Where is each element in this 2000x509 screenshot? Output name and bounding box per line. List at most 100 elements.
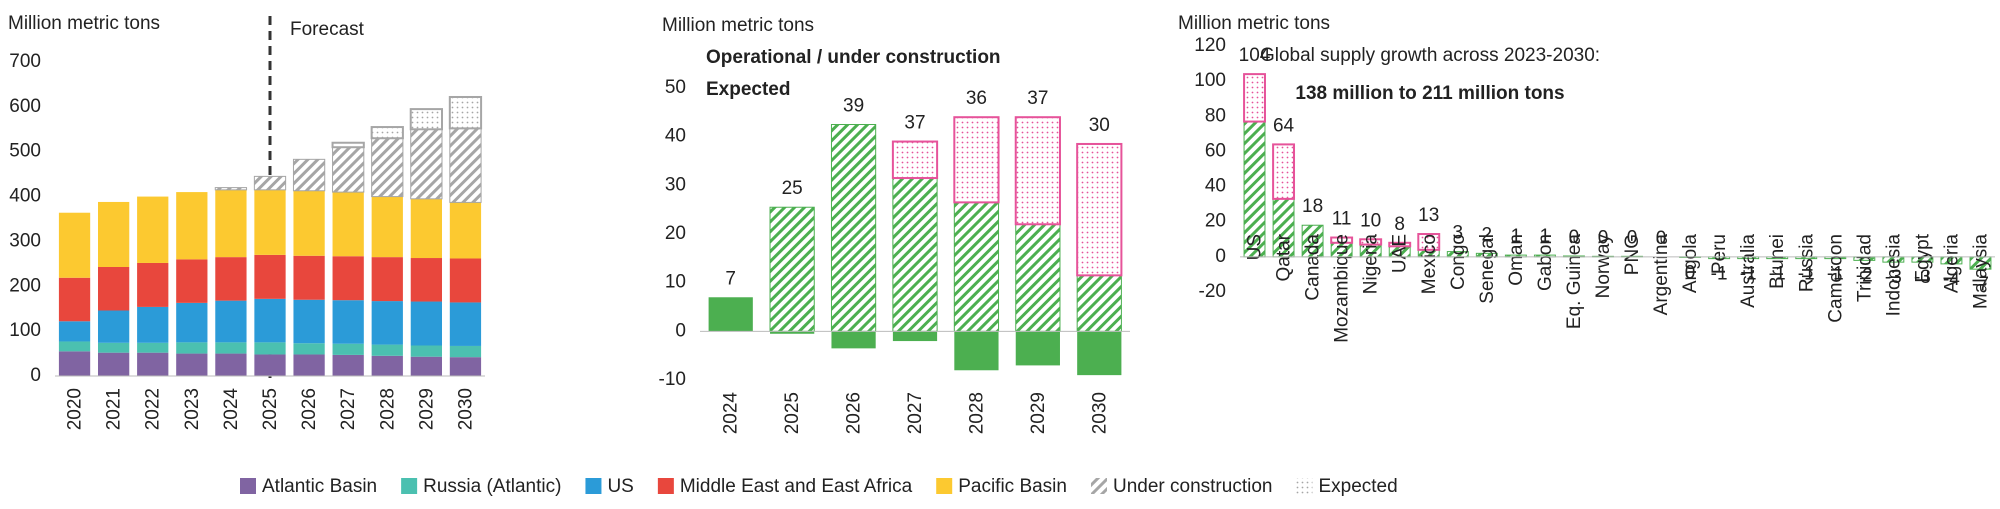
y-tick-label: 500 — [9, 141, 41, 162]
y-axis-label: Million metric tons — [8, 13, 160, 34]
bar — [254, 254, 286, 299]
y-tick-label: 20 — [665, 223, 686, 244]
bar — [410, 198, 442, 259]
x-tick-label: 2027 — [338, 388, 359, 430]
legend-label: Atlantic Basin — [262, 476, 377, 497]
bar — [332, 354, 364, 376]
data-label: -1 — [1827, 264, 1844, 285]
y-tick-label: 100 — [9, 320, 41, 341]
bar — [449, 258, 482, 303]
bar — [215, 353, 247, 376]
bar — [448, 95, 483, 130]
x-tick-label: Eq. Guinea — [1564, 234, 1585, 329]
data-label: -1 — [1711, 264, 1728, 285]
y-tick-label: -10 — [659, 369, 686, 390]
x-tick-label: 2029 — [1028, 392, 1049, 434]
x-tick-label: Gabon — [1535, 234, 1556, 291]
x-tick-label: Angola — [1680, 234, 1701, 294]
legend-label: Operational / under construction — [706, 47, 1001, 68]
y-tick-label: 30 — [665, 174, 686, 195]
x-tick-label: 2025 — [260, 388, 281, 430]
bar — [254, 342, 286, 355]
x-tick-label: Malaysia — [1970, 234, 1991, 309]
bar — [409, 108, 443, 131]
x-tick-label: 2026 — [844, 392, 865, 434]
bar — [215, 300, 247, 343]
data-label: 30 — [1089, 115, 1110, 136]
bar — [176, 342, 208, 354]
x-tick-label: UAE — [1390, 234, 1411, 273]
bar — [410, 345, 442, 357]
legend-swatch — [240, 478, 256, 494]
y-tick-label: 300 — [9, 230, 41, 251]
bar — [331, 141, 365, 149]
bar — [293, 299, 325, 344]
bar — [137, 352, 169, 376]
bar — [176, 353, 208, 376]
bar — [1014, 116, 1061, 226]
data-label: -2 — [1856, 265, 1873, 286]
data-label: 11 — [1332, 209, 1352, 230]
bar — [370, 126, 404, 140]
data-label: 0 — [1569, 227, 1580, 248]
bar — [215, 342, 247, 354]
bar — [954, 331, 999, 371]
y-tick-label: 0 — [675, 320, 686, 341]
bar — [371, 344, 403, 356]
x-tick-label: 2024 — [721, 392, 742, 435]
bar — [214, 187, 248, 191]
x-tick-label: 2028 — [377, 388, 398, 430]
legend-label: Expected — [1318, 476, 1397, 497]
y-tick-label: 40 — [1205, 176, 1226, 197]
bar — [58, 351, 91, 376]
bar — [137, 342, 169, 353]
bar — [1272, 143, 1296, 200]
data-label: 0 — [1627, 227, 1638, 248]
bar — [830, 124, 877, 332]
bar — [176, 192, 208, 260]
bar — [176, 259, 208, 303]
x-tick-label: Argentina — [1651, 234, 1672, 316]
bar — [58, 277, 91, 322]
data-label: 3 — [1452, 223, 1463, 244]
x-tick-label: Mexico — [1419, 234, 1440, 294]
x-tick-label: 2021 — [104, 388, 125, 430]
data-label: 13 — [1418, 205, 1439, 226]
bar — [293, 255, 325, 300]
data-label: -3 — [1885, 267, 1902, 288]
x-tick-label: Trinidad — [1854, 234, 1875, 302]
legend-swatch — [936, 478, 953, 494]
bar — [953, 201, 1000, 332]
bar — [410, 128, 443, 200]
bar — [410, 356, 442, 376]
data-label: 39 — [843, 96, 864, 117]
y-tick-label: 400 — [9, 186, 41, 207]
bar — [332, 192, 364, 257]
bar — [371, 355, 403, 376]
data-label: 0 — [1598, 227, 1609, 248]
bar — [1243, 73, 1266, 123]
data-label: -1 — [1798, 264, 1815, 285]
legend-label: Middle East and East Africa — [680, 476, 913, 497]
y-tick-label: 700 — [9, 51, 41, 72]
data-label: 0 — [1656, 228, 1667, 249]
bar — [332, 256, 364, 301]
x-tick-label: 2023 — [182, 388, 203, 430]
x-tick-label: 2025 — [782, 392, 803, 434]
x-tick-label: 2024 — [221, 388, 242, 431]
data-label: -4 — [1943, 269, 1960, 290]
x-tick-label: Cameroon — [1825, 234, 1846, 323]
bar — [332, 146, 365, 193]
y-tick-label: 100 — [1194, 70, 1226, 91]
annotation: Global supply growth across 2023-2030: — [1260, 45, 1600, 66]
x-tick-label: Mozambique — [1332, 234, 1353, 343]
bar — [293, 354, 325, 376]
bar — [253, 175, 287, 191]
bar — [953, 116, 1000, 204]
x-tick-label: 2026 — [299, 388, 320, 430]
bar — [371, 257, 403, 302]
data-label: -3 — [1914, 267, 1931, 288]
bar — [831, 331, 876, 349]
y-tick-label: 0 — [30, 365, 41, 386]
